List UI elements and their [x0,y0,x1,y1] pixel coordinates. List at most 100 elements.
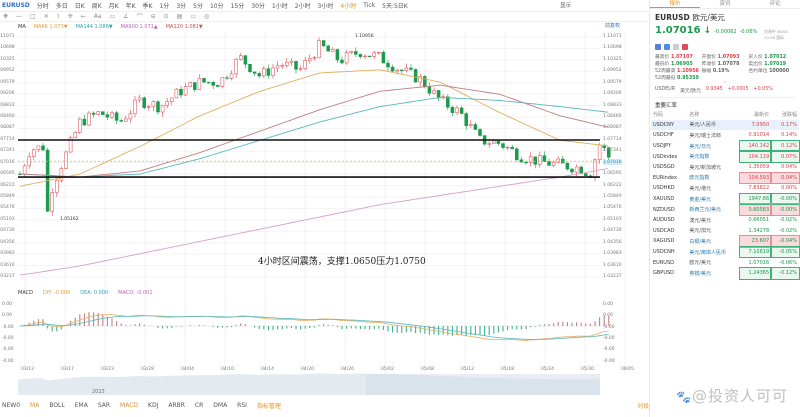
macd-label[interactable]: MACD [18,290,33,296]
column-header[interactable]: 涨跌幅 [781,111,797,118]
table-row[interactable]: USDHKD 美元/港元 7.83822 0.00% [651,183,799,194]
ma-label[interactable]: MA [18,23,26,30]
drawing-tool-icon[interactable]: ◎ [204,13,210,20]
price-axis-label: 1.06222 [603,182,622,188]
period-tab[interactable]: 5分 [193,3,203,10]
table-row[interactable]: USDJPY 美元/日元 140.142 0.12% [651,139,800,153]
drawing-tool-icon[interactable]: ▭ [190,13,196,20]
note-icon[interactable] [673,44,679,50]
period-tab[interactable]: 月K [108,3,119,10]
indicator-tab[interactable]: DMA [213,401,228,409]
table-row[interactable]: XAUUSD 黄金/美元 1947.66 -0.00% [651,192,800,206]
drawing-tool-icon[interactable]: Aa [93,13,102,20]
drawing-tool-icon[interactable]: ✣ [67,13,73,20]
display-button[interactable]: 显示 [560,3,572,9]
table-row[interactable]: NZDUSD 新西兰元/美元 0.60583 -0.00% [651,203,800,216]
indicator-tab[interactable]: KDJ [148,401,159,409]
row-name: 英镑/美元 [689,270,712,277]
period-tab[interactable]: Tick [363,2,376,9]
period-tab[interactable]: 季K [142,3,153,10]
table-row[interactable]: USDCNY 美元/人民币 7.0950 0.17% [651,119,799,131]
panel-change: -0.00062 [714,29,737,35]
row-name: 欧元指数 [689,175,710,182]
table-row[interactable]: GBPUSD 英镑/美元 1.24365 -0.12% [651,266,800,280]
drawing-tool-icon[interactable]: ▭ [109,13,116,20]
candle [473,124,478,130]
adjust-button[interactable]: 前复权 [605,23,621,29]
drawing-tool-icon[interactable]: ← [80,13,86,20]
drawing-tool-icon[interactable]: ✥ [3,13,9,20]
price-axis-label: 1.09579 [603,79,622,85]
column-header[interactable]: 名称 [689,111,700,118]
drawing-tool-icon[interactable]: ⌇ [56,13,60,20]
table-row[interactable]: USDCAD 美元/加元 1.34278 -0.02% [651,226,799,237]
panel-tab[interactable]: 评论 [769,1,781,7]
indicator-tab[interactable]: 指标管理 [256,402,281,410]
drawing-tool-icon[interactable]: — [16,13,23,20]
period-tab[interactable]: 周K [91,3,102,10]
collapse-icon[interactable]: ⌃ [722,81,728,87]
price-axis-label: 1.08833 [603,102,622,108]
favorite-icon[interactable] [682,44,688,50]
table-row[interactable]: EURUSD 欧元/美元 1.07016 -0.06% [651,257,799,268]
drawing-tool-icon[interactable]: ∠ [123,13,129,20]
period-tab[interactable]: 3小时 [317,3,334,10]
share-icon[interactable] [664,44,670,50]
indicator-tab[interactable]: EMA [74,401,88,409]
drawing-toolbar: ✥ — □ ✕ ⌇ ✣ ← Aa ▭ ∠ ⌒ ⊖ ⊙ ▤ ▭ ◎ [0,12,648,22]
period-tab[interactable]: 1小时 [271,3,288,10]
panel-tab[interactable]: 报价 [650,0,700,8]
period-tab[interactable]: 30分 [251,3,265,10]
indicator-tab[interactable]: SAR [97,401,111,409]
left-macd-axis-label: 0.00 [2,302,13,307]
period-tab[interactable]: 1分 [159,3,170,10]
cross-symbol[interactable]: USDEUR [655,87,676,92]
date-label: 03/12 [21,367,34,372]
period-tab[interactable]: 15分 [230,3,245,10]
stat-label: 最高价 [655,55,670,60]
period-tab[interactable]: 4小时 [340,3,357,10]
period-tab[interactable]: 5天:5日K [382,3,408,10]
indicator-tab[interactable]: NEW0 [2,401,21,409]
symbol-label[interactable]: EURUSD [2,2,30,9]
column-header[interactable]: 代码 [653,111,664,118]
panel-tab[interactable]: 资讯 [719,1,731,7]
drawing-tool-icon[interactable]: □ [30,13,36,20]
drawing-tool-icon[interactable]: ▤ [176,13,183,20]
table-row[interactable]: USDindex 美元指数 104.119 0.07% [651,150,800,163]
period-tab[interactable]: 日K [74,3,85,10]
indicator-tab[interactable]: MA [30,401,40,409]
period-tab[interactable]: 10分 [209,3,224,10]
indicator-tab[interactable]: RSI [237,401,247,409]
candle [41,145,45,151]
table-row[interactable]: USDCNH 美元/离岸人民币 7.10619 -0.05% [651,245,800,259]
table-row[interactable]: USDSGD 美元/新加坡元 1.35059 0.04% [651,162,799,173]
period-tab[interactable]: 2小时 [294,3,311,10]
period-tab[interactable]: 多日 [55,3,68,10]
navigator-window[interactable] [366,374,600,395]
candle [156,101,160,113]
app-icon[interactable] [655,44,661,50]
candle [579,166,583,174]
period-tab[interactable]: 3分 [176,3,187,10]
period-tab[interactable]: 年K [125,3,136,10]
candle [137,97,142,101]
indicator-tab[interactable]: ARBR [168,401,185,409]
drawing-tool-icon[interactable]: ⌒ [136,14,143,21]
table-row[interactable]: XAGUSD 白银/美元 23.607 -0.04% [651,235,800,248]
drawing-tool-icon[interactable]: ✕ [43,13,49,20]
indicator-tab[interactable]: BOLL [49,401,65,409]
period-tab[interactable]: 分时 [36,3,49,10]
drawing-tool-icon[interactable]: ⊖ [150,13,156,20]
row-pct: 0.12% [770,139,800,153]
table-row[interactable]: USDCHF 美元/瑞士法郎 0.91014 0.14% [651,130,799,141]
table-row[interactable]: AUDUSD 澳元/美元 0.66051 -0.02% [651,215,799,226]
date-label: 03/17 [61,367,74,372]
session-button[interactable]: 时段 [638,404,650,410]
drawing-tool-icon[interactable]: ⊙ [163,13,169,20]
table-row[interactable]: EURindex 欧元指数 104.593 0.04% [651,171,800,185]
price-chart[interactable] [0,30,648,400]
indicator-tab[interactable]: CR [194,401,204,409]
column-header[interactable]: 最新价 [754,111,770,118]
indicator-tab[interactable]: MACD [120,401,139,409]
